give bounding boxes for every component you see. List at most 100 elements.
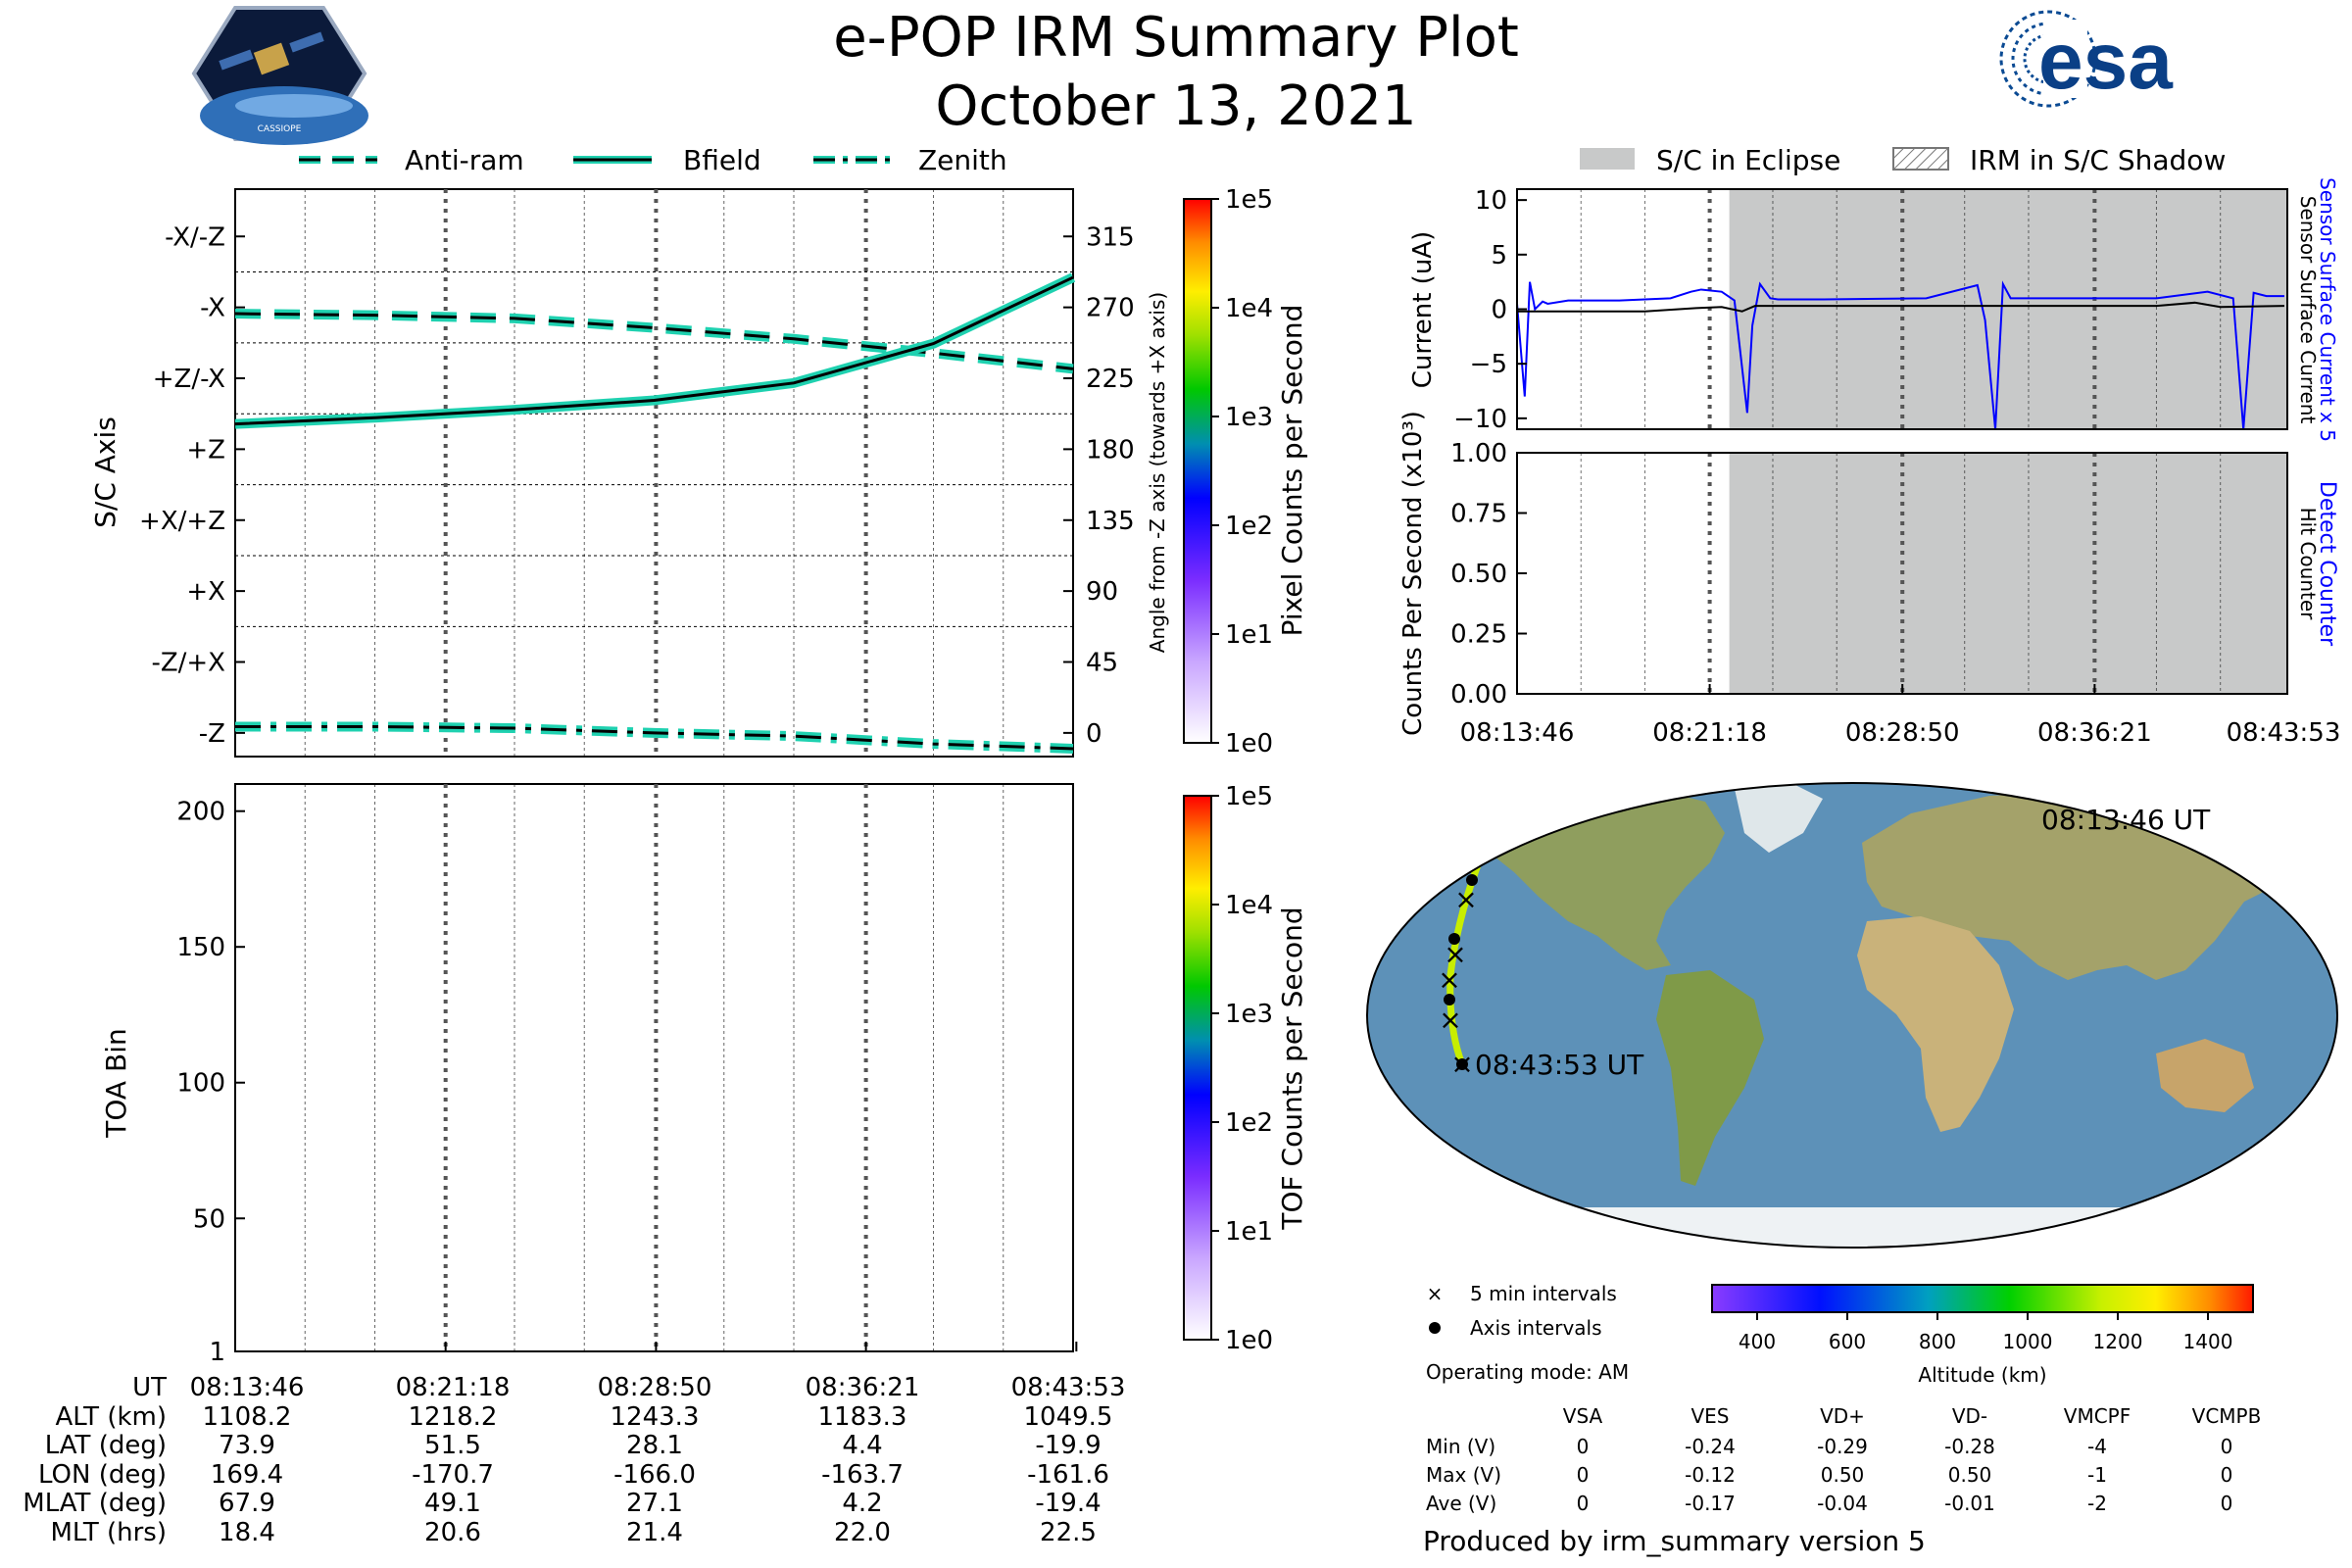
footer-text: Produced by irm_summary version 5 xyxy=(1423,1525,1926,1557)
voltage-cell: 0 xyxy=(2221,1463,2233,1487)
ephemeris-cell: 67.9 xyxy=(219,1489,275,1518)
sc-axis-panel: -X/-Z -X +Z/-X +Z +X/+Z +X -Z/+X -Z 315 270 225 18… xyxy=(89,188,1169,758)
altitude-tick-label: 1200 xyxy=(2093,1330,2143,1353)
voltage-row-label: Max (V) xyxy=(1426,1463,1501,1487)
current-panel: 10 5 0 −5 −10 Current (uA) Sensor Surface Cu… xyxy=(1408,177,2339,442)
continent-australia xyxy=(2156,1039,2254,1112)
altitude-tick-label: 800 xyxy=(1919,1330,1956,1353)
ephemeris-cell: 20.6 xyxy=(424,1518,481,1547)
esa-logo: esa xyxy=(1999,10,2174,108)
voltage-header: VSA xyxy=(1563,1404,1603,1428)
voltage-cell: 0 xyxy=(2221,1435,2233,1458)
current-y-ticks: 10 5 0 −5 −10 xyxy=(1453,186,1527,434)
continent-greenland xyxy=(1735,784,1823,853)
continent-antarctica xyxy=(1367,1207,2337,1248)
voltage-cell: 0 xyxy=(1577,1492,1590,1515)
ephemeris-cell: 51.5 xyxy=(424,1431,481,1460)
sc-axis-right-tick-label: 135 xyxy=(1086,507,1135,536)
eclipse-shading-current xyxy=(1729,189,2287,429)
counts-ytick-label: 0.25 xyxy=(1450,620,1507,650)
counts-ytick-label: 1.00 xyxy=(1450,439,1507,468)
counts-x-ticks: 08:13:46 08:21:18 08:28:50 08:36:21 08:43:53 xyxy=(1460,684,2341,748)
ephemeris-cell: 1183.3 xyxy=(818,1402,907,1432)
sc-axis-ytick-label: -X/-Z xyxy=(165,222,225,252)
ephemeris-cell: 08:43:53 xyxy=(1011,1373,1126,1402)
sc-axis-series xyxy=(234,272,1076,754)
ephemeris-cell: 1243.3 xyxy=(611,1402,700,1432)
orbit-start-label: 08:13:46 UT xyxy=(2041,804,2211,836)
eclipse-shading-counts xyxy=(1729,453,2287,694)
altitude-tick-label: 1000 xyxy=(2003,1330,2053,1353)
sc-axis-ylabel: S/C Axis xyxy=(89,416,122,528)
altitude-colorbar-ticks: 400 600 800 1000 1200 1400 xyxy=(1739,1312,2232,1353)
voltage-cell: 0.50 xyxy=(1948,1463,1992,1487)
toa-ytick-label: 1 xyxy=(209,1338,225,1367)
sc-axis-ytick-label: -Z xyxy=(199,719,225,749)
current-ytick-label: 0 xyxy=(1491,296,1507,325)
ephemeris-cell: -166.0 xyxy=(613,1460,696,1490)
tof-counts-colorbar-tick-label: 1e0 xyxy=(1225,1326,1273,1355)
altitude-tick-label: 400 xyxy=(1739,1330,1776,1353)
current-ytick-label: −10 xyxy=(1453,405,1507,434)
voltage-header: VMCPF xyxy=(2064,1404,2131,1428)
counts-right-label-black: Hit Counter xyxy=(2296,508,2320,620)
counts-y-ticks: 1.00 0.75 0.50 0.25 0.00 xyxy=(1450,439,1527,710)
counts-xtick-label: 08:21:18 xyxy=(1652,718,1767,748)
voltage-row-label: Min (V) xyxy=(1426,1435,1495,1458)
ephemeris-cell: 21.4 xyxy=(626,1518,683,1547)
ephemeris-cell: -19.4 xyxy=(1035,1489,1101,1518)
five-min-marker-icon: × xyxy=(1427,1282,1444,1305)
ephemeris-row-label: LON (deg) xyxy=(38,1460,167,1490)
voltage-cell: -0.01 xyxy=(1944,1492,1995,1515)
toa-gridlines xyxy=(304,784,1004,1351)
counts-xtick-label: 08:13:46 xyxy=(1460,718,1575,748)
ephemeris-cell: 08:21:18 xyxy=(396,1373,511,1402)
counts-right-label-blue: Detect Counter xyxy=(2315,481,2339,647)
cassiope-logo: CASSIOPE xyxy=(191,6,368,145)
altitude-colorbar-label: Altitude (km) xyxy=(1918,1363,2046,1387)
voltage-cell: -2 xyxy=(2087,1492,2107,1515)
legend-top-right: S/C in Eclipse IRM in S/C Shadow xyxy=(1580,144,2226,176)
counts-xtick-label: 08:43:53 xyxy=(2227,718,2341,748)
pixel-counts-colorbar-tick-label: 1e0 xyxy=(1225,729,1273,759)
ephemeris-row-label: MLT (hrs) xyxy=(51,1518,168,1547)
voltage-header: VCMPB xyxy=(2192,1404,2262,1428)
operating-mode: Operating mode: AM xyxy=(1426,1360,1629,1384)
five-min-marker: × xyxy=(1439,1004,1461,1036)
sc-axis-right-tick-label: 0 xyxy=(1086,719,1102,749)
tof-counts-colorbar-tick-label: 1e5 xyxy=(1225,782,1273,811)
tof-counts-colorbar-tick-label: 1e1 xyxy=(1225,1217,1273,1247)
sc-axis-series-anti-ram xyxy=(234,312,1074,370)
esa-logo-text: esa xyxy=(2038,17,2174,106)
continent-south-america xyxy=(1656,970,1764,1186)
ephemeris-cell: 73.9 xyxy=(219,1431,275,1460)
voltage-cell: -0.29 xyxy=(1817,1435,1868,1458)
counts-gridlines xyxy=(1580,453,2222,694)
legend-label-zenith: Zenith xyxy=(918,144,1007,176)
axis-marker xyxy=(2211,817,2223,829)
ephemeris-cell: 22.5 xyxy=(1040,1518,1097,1547)
map-legend: × 5 min intervals Axis intervals Operati… xyxy=(1426,1282,1629,1384)
toa-ytick-label: 150 xyxy=(176,933,225,962)
ephemeris-row-label: ALT (km) xyxy=(55,1402,167,1432)
sc-axis-right-tick-label: 90 xyxy=(1086,577,1118,607)
voltage-cell: -0.12 xyxy=(1685,1463,1736,1487)
axis-marker xyxy=(1444,994,1455,1005)
map-legend-five-min: 5 min intervals xyxy=(1470,1282,1617,1305)
ephemeris-cell: 1108.2 xyxy=(203,1402,292,1432)
ephemeris-cell: 08:28:50 xyxy=(598,1373,712,1402)
voltage-header: VD- xyxy=(1952,1404,1987,1428)
counts-ytick-label: 0.50 xyxy=(1450,560,1507,589)
ephemeris-cell: 169.4 xyxy=(211,1460,283,1490)
toa-ytick-label: 50 xyxy=(193,1204,225,1234)
counts-ytick-label: 0.00 xyxy=(1450,680,1507,710)
tof-counts-colorbar-ticks: 1e5 1e4 1e3 1e2 1e1 1e0 xyxy=(1211,782,1273,1355)
legend-swatch-shadow xyxy=(1892,147,1949,171)
tof-counts-colorbar-tick-label: 1e4 xyxy=(1225,891,1273,920)
toa-panel: 200 150 100 50 1 TOA Bin xyxy=(100,783,1078,1367)
five-min-marker: × xyxy=(1444,938,1466,970)
tof-counts-colorbar-label: TOF Counts per Second xyxy=(1276,906,1308,1230)
ephemeris-cell: 49.1 xyxy=(424,1489,481,1518)
pixel-counts-colorbar-tick-label: 1e4 xyxy=(1225,294,1273,323)
